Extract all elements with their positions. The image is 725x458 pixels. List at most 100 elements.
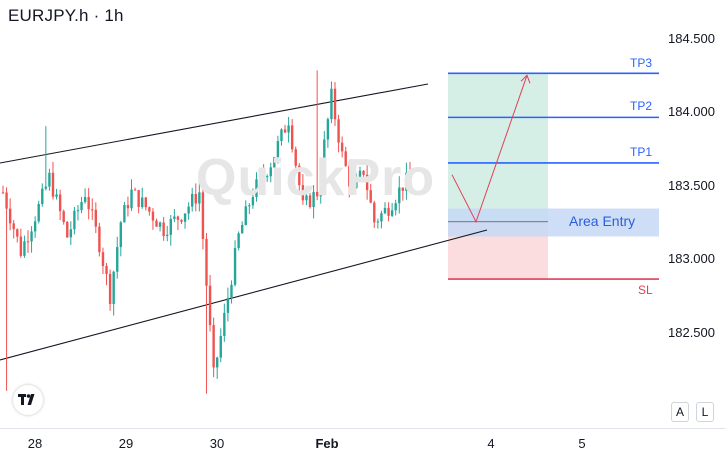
candle-body bbox=[30, 231, 33, 242]
candle-body bbox=[5, 192, 8, 209]
area-entry-label: Area Entry bbox=[569, 213, 636, 229]
auto-scale-button[interactable]: A bbox=[671, 402, 689, 422]
watermark: QuickPro bbox=[196, 149, 436, 207]
candle-body bbox=[69, 229, 73, 238]
candle-body bbox=[226, 298, 230, 313]
candle-body bbox=[62, 211, 65, 223]
candle-body bbox=[55, 194, 58, 197]
candle-body bbox=[373, 202, 376, 223]
candle-body bbox=[144, 197, 147, 208]
candle-body bbox=[337, 119, 340, 143]
candle-body bbox=[394, 203, 397, 211]
candle-body bbox=[398, 187, 401, 204]
candle-body bbox=[73, 210, 76, 230]
candle-body bbox=[187, 206, 190, 214]
candle-body bbox=[276, 141, 280, 158]
candle-body bbox=[101, 252, 105, 266]
candle-body bbox=[405, 172, 408, 191]
upper-trendline bbox=[0, 83, 429, 164]
candle-body bbox=[233, 248, 237, 285]
candle-body bbox=[258, 174, 262, 180]
candle-body bbox=[319, 174, 322, 197]
candle-body bbox=[301, 185, 305, 201]
sl-label: SL bbox=[638, 283, 653, 297]
candle-body bbox=[237, 233, 240, 249]
candle-body bbox=[183, 213, 187, 222]
candle-body bbox=[340, 142, 344, 152]
candle-body bbox=[116, 247, 119, 272]
candle-body bbox=[37, 203, 40, 222]
candle-body bbox=[273, 157, 276, 168]
candle-body bbox=[173, 216, 176, 219]
candle-body bbox=[16, 229, 19, 237]
y-tick: 183.000 bbox=[668, 251, 715, 266]
candle-body bbox=[83, 197, 87, 203]
candle-body bbox=[80, 202, 83, 211]
candle-body bbox=[8, 208, 12, 224]
candle-body bbox=[98, 226, 101, 253]
profit-zone bbox=[448, 73, 548, 222]
candle-body bbox=[44, 186, 48, 189]
candle-body bbox=[298, 165, 301, 186]
candle-body bbox=[240, 224, 244, 234]
y-tick: 184.500 bbox=[668, 31, 715, 46]
x-tick: 29 bbox=[118, 436, 134, 451]
projection-line bbox=[451, 75, 528, 224]
x-tick: 28 bbox=[27, 436, 43, 451]
tp1-label: TP1 bbox=[630, 145, 653, 159]
candle-body bbox=[333, 88, 337, 120]
candle-body bbox=[305, 195, 308, 201]
candle-body bbox=[126, 204, 130, 209]
candle-body bbox=[312, 192, 315, 208]
candle-body bbox=[162, 222, 165, 237]
candle-body bbox=[269, 167, 272, 177]
candle-body bbox=[1, 192, 5, 194]
candle-body bbox=[123, 204, 126, 223]
candle-body bbox=[133, 189, 137, 191]
candle-body bbox=[201, 192, 205, 239]
candle-body bbox=[48, 172, 51, 187]
candle-body bbox=[148, 207, 151, 212]
trade-zones bbox=[448, 73, 659, 280]
candle-body bbox=[66, 222, 69, 238]
candle-body bbox=[23, 241, 26, 256]
candle-body bbox=[26, 241, 30, 243]
x-tick: 5 bbox=[578, 436, 586, 451]
candle-body bbox=[87, 197, 90, 210]
candle-body bbox=[265, 176, 269, 178]
log-scale-button[interactable]: L bbox=[696, 402, 714, 422]
candle-body bbox=[130, 189, 133, 209]
candle-body bbox=[376, 221, 380, 223]
price-axis[interactable]: 184.500 184.000 183.500 183.000 182.500 bbox=[660, 0, 725, 428]
candle-body bbox=[408, 172, 412, 177]
candle-body bbox=[369, 190, 372, 203]
candle-body bbox=[355, 178, 358, 188]
candle-body bbox=[365, 174, 369, 191]
candle-body bbox=[344, 151, 347, 166]
candle-body bbox=[41, 188, 44, 204]
candle-body bbox=[248, 205, 251, 207]
tradingview-logo-icon[interactable] bbox=[13, 385, 43, 415]
candle-body bbox=[208, 285, 212, 326]
candle-body bbox=[112, 271, 115, 304]
candle-body bbox=[94, 209, 98, 227]
y-tick: 184.000 bbox=[668, 104, 715, 119]
candle-body bbox=[390, 210, 394, 216]
candle-body bbox=[169, 218, 172, 235]
candle-body bbox=[348, 165, 351, 187]
symbol-title[interactable]: EURJPY.h · 1h bbox=[8, 6, 124, 25]
tp2-label: TP2 bbox=[630, 99, 653, 113]
x-tick: Feb bbox=[315, 436, 339, 451]
candle-body bbox=[12, 223, 15, 230]
y-tick: 182.500 bbox=[668, 325, 715, 340]
candle-body bbox=[351, 186, 355, 188]
candle-body bbox=[251, 197, 255, 206]
candle-body bbox=[33, 221, 37, 232]
time-axis[interactable]: 28 29 30 Feb 4 5 bbox=[0, 428, 725, 458]
candle-body bbox=[383, 207, 387, 214]
candle-body bbox=[358, 170, 362, 179]
candle-body bbox=[255, 179, 258, 198]
candle-body bbox=[198, 192, 201, 204]
candle-body bbox=[223, 312, 226, 336]
